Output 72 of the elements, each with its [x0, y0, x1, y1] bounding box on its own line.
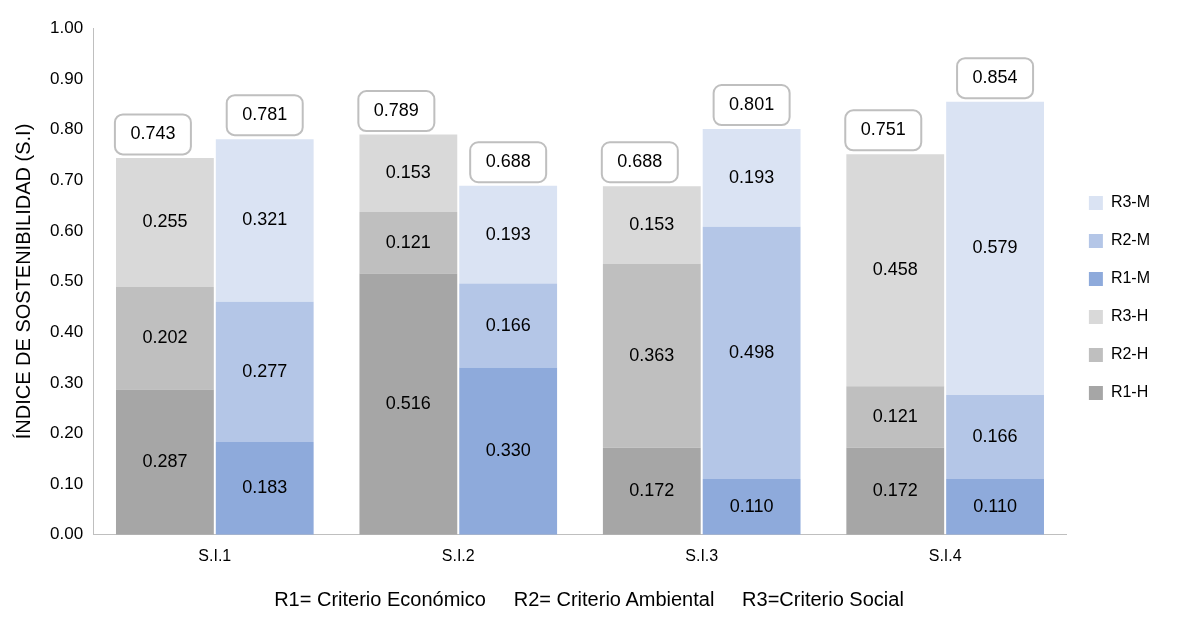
- text: R1= Criterio Económico R2= Criterio Ambiental R3=Criterio Social: [273, 588, 905, 611]
- data-label: 0.110: [973, 495, 1017, 516]
- annotation: 0.781: [242, 104, 288, 125]
- bar: [702, 129, 801, 227]
- data-label: 0.498: [729, 341, 775, 362]
- y-tick-label: 0.10: [49, 473, 84, 493]
- data-label: 0.516: [385, 393, 431, 414]
- y-tick-label: 0.80: [49, 119, 84, 139]
- data-label: 0.277: [242, 360, 288, 381]
- data-label: 0.172: [872, 480, 918, 501]
- data-label: 0.193: [485, 223, 531, 244]
- data-label: 0.330: [485, 440, 531, 461]
- bar: [602, 447, 701, 535]
- annotation: 0.801: [729, 93, 775, 114]
- bar: [459, 283, 558, 368]
- y-tick-label: 0.00: [49, 524, 84, 544]
- data-label: 0.321: [242, 209, 288, 230]
- y-axis-title: ÍNDICE DE SOSTENIBILIDAD (S.I): [11, 123, 34, 440]
- bar: [702, 226, 801, 480]
- data-label: 0.579: [972, 237, 1018, 258]
- bar: [846, 386, 945, 448]
- bar: [602, 263, 701, 448]
- y-tick-label: 0.90: [49, 68, 84, 88]
- legend-label: R2-M: [1110, 231, 1150, 249]
- annotation: 0.789: [373, 100, 419, 121]
- data-label: 0.183: [242, 477, 288, 498]
- y-tick-label: 0.50: [49, 271, 84, 291]
- data-label: 0.255: [142, 211, 188, 232]
- bar: [116, 287, 214, 390]
- bar: [359, 212, 458, 274]
- bar: [116, 389, 214, 535]
- legend-label: R1-M: [1110, 269, 1150, 287]
- data-label: 0.110: [729, 495, 774, 516]
- y-tick-label: 1.00: [49, 17, 84, 37]
- legend-label: R1-H: [1110, 383, 1149, 401]
- legend-label: R3-H: [1110, 307, 1149, 325]
- bar: [215, 301, 314, 443]
- x-tick-label: S.I.3: [685, 546, 719, 564]
- bar: [702, 479, 801, 535]
- y-tick-label: 0.20: [49, 423, 84, 443]
- data-label: 0.458: [872, 259, 918, 280]
- data-label: 0.193: [729, 166, 775, 187]
- data-label: 0.166: [485, 314, 531, 335]
- bar: [946, 394, 1044, 480]
- bar: [459, 367, 558, 535]
- data-label: 0.172: [629, 480, 675, 501]
- legend-label: R3-M: [1110, 193, 1150, 211]
- x-tick-label: S.I.4: [928, 546, 962, 564]
- x-tick-label: S.I.1: [198, 546, 232, 564]
- annotation: 0.688: [485, 151, 531, 172]
- data-label: 0.202: [142, 327, 188, 348]
- data-label: 0.121: [385, 231, 431, 252]
- bar: [846, 447, 945, 535]
- data-label: 0.287: [142, 451, 188, 472]
- data-label: 0.121: [872, 405, 918, 426]
- annotation: 0.751: [860, 119, 906, 140]
- y-tick-label: 0.60: [49, 220, 84, 240]
- data-label: 0.363: [629, 344, 675, 365]
- annotation: 0.688: [617, 151, 663, 172]
- bar: [359, 273, 458, 535]
- x-tick-label: S.I.2: [441, 546, 475, 564]
- bar: [215, 442, 314, 535]
- data-label: 0.153: [385, 162, 431, 183]
- data-label: 0.166: [972, 425, 1018, 446]
- legend-label: R2-H: [1110, 345, 1149, 363]
- bar: [946, 479, 1044, 535]
- y-tick-label: 0.30: [49, 372, 84, 392]
- data-label: 0.153: [629, 213, 675, 234]
- y-tick-label: 0.40: [49, 321, 84, 341]
- annotation: 0.854: [972, 67, 1018, 88]
- y-tick-label: 0.70: [49, 169, 84, 189]
- annotation: 0.743: [130, 123, 176, 144]
